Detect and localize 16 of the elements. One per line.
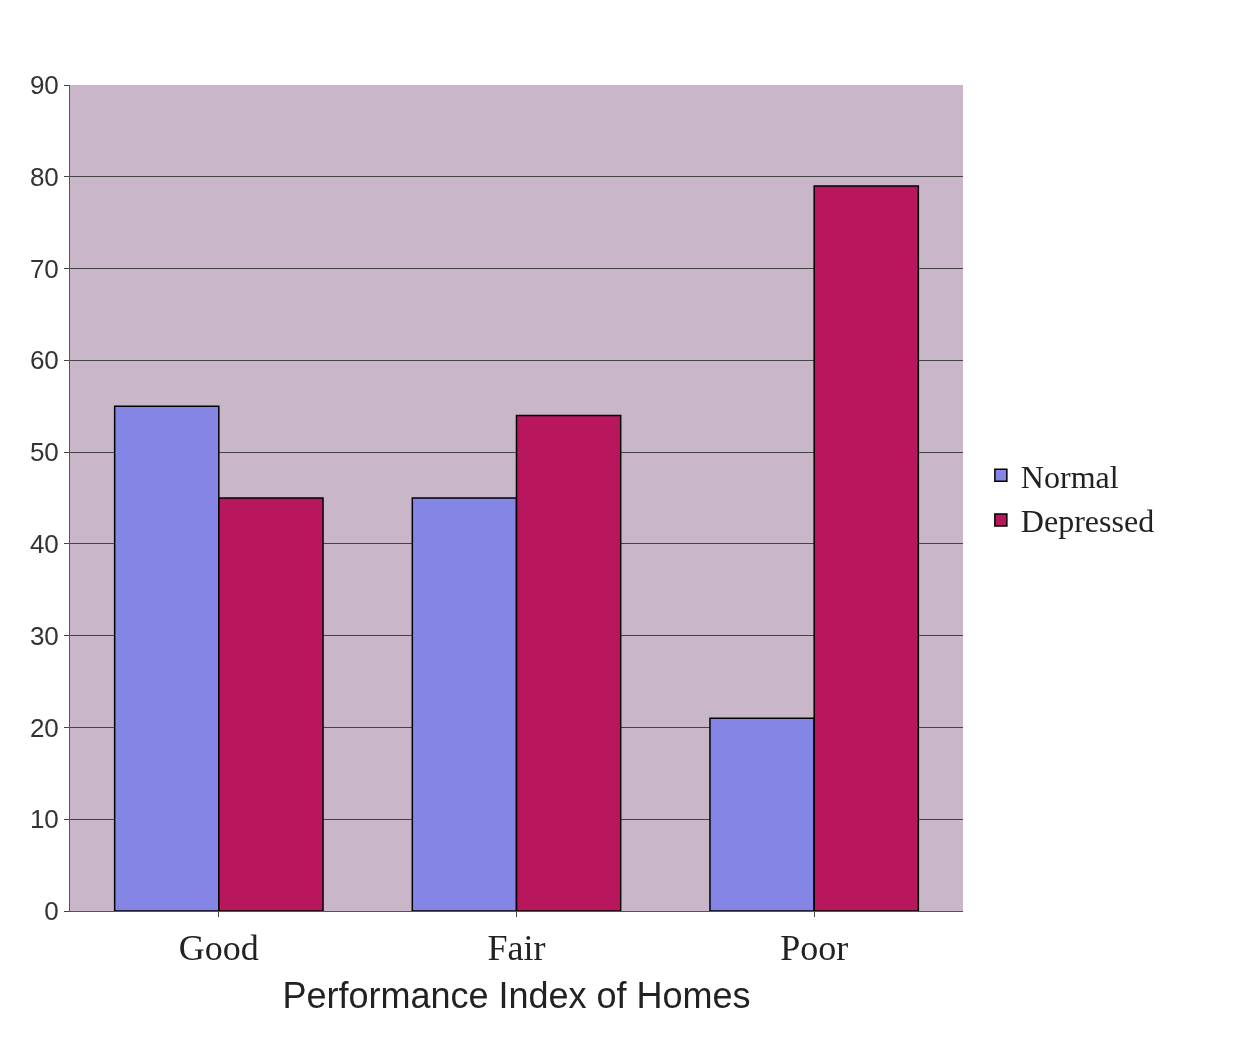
y-tick-label: 80: [29, 161, 59, 192]
x-axis-title: Performance Index of Homes: [282, 974, 751, 1016]
y-tick-label: 10: [29, 804, 59, 835]
y-tick-label: 90: [29, 70, 59, 101]
legend-label: Depressed: [1020, 503, 1155, 540]
x-tick-label: Poor: [780, 928, 849, 969]
y-tick-label: 40: [29, 528, 59, 559]
legend-label: Normal: [1020, 458, 1119, 495]
x-tick-label: Good: [178, 928, 259, 969]
x-tick-label: Fair: [487, 928, 546, 969]
y-tick-label: 50: [29, 437, 59, 468]
y-tick-label: 30: [29, 620, 59, 651]
y-tick-label: 0: [44, 896, 59, 927]
y-tick-label: 20: [29, 712, 59, 743]
y-tick-label: 70: [29, 253, 59, 284]
y-tick-label: 60: [29, 345, 59, 376]
